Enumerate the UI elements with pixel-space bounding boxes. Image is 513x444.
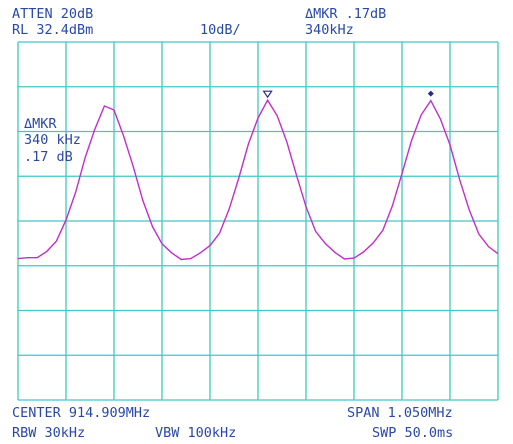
readout: 10dB/ bbox=[200, 22, 241, 38]
readout: ΔMKR .17dB bbox=[305, 6, 386, 22]
readout: .17 dB bbox=[24, 149, 73, 165]
marker-reference bbox=[262, 90, 273, 99]
readout: VBW 100kHz bbox=[155, 425, 236, 441]
readout: CENTER 914.909MHz bbox=[12, 405, 150, 421]
readout: 340kHz bbox=[305, 22, 354, 38]
trace bbox=[17, 98, 499, 261]
readout: RBW 30kHz bbox=[12, 425, 85, 441]
readout: 340 kHz bbox=[24, 132, 81, 148]
readout: ΔMKR bbox=[24, 116, 57, 132]
readout: SWP 50.0ms bbox=[372, 425, 453, 441]
readout: RL 32.4dBm bbox=[12, 22, 93, 38]
readout: SPAN 1.050MHz bbox=[347, 405, 453, 421]
marker-delta bbox=[427, 90, 434, 97]
readout: ATTEN 20dB bbox=[12, 6, 93, 22]
